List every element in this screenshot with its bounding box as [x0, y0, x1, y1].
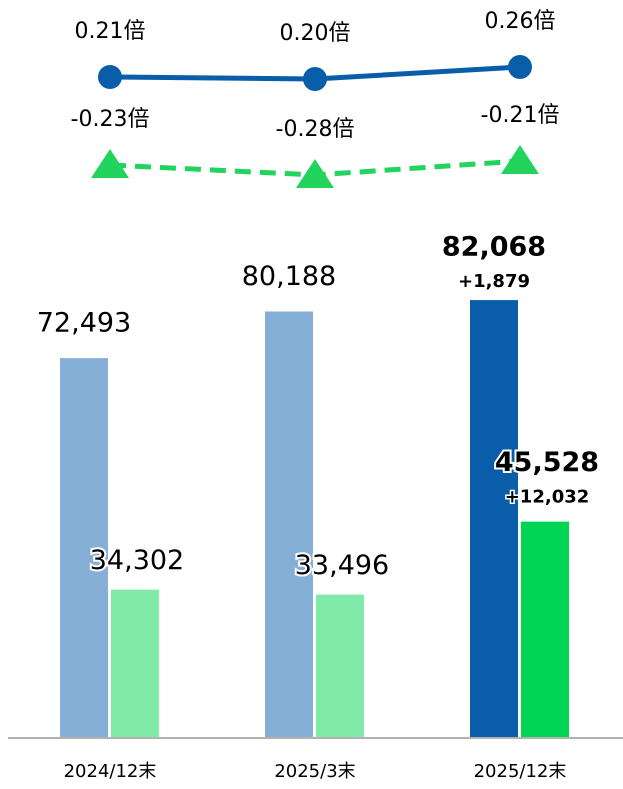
value-label: 80,188 [242, 261, 336, 292]
value-label: -0.23倍 [71, 107, 150, 132]
bar [111, 589, 159, 737]
x-tick-label: 2025/12末 [474, 761, 567, 782]
bar [316, 594, 364, 737]
value-label: 33,496 [295, 550, 389, 581]
value-label: 45,528 [495, 447, 599, 478]
value-label: 82,068 [442, 232, 546, 263]
x-tick-label: 2024/12末 [64, 761, 157, 782]
change-label: +1,879 [458, 271, 530, 292]
value-label: 34,302 [90, 545, 184, 576]
marker [501, 145, 539, 174]
value-label: 72,493 [37, 308, 131, 339]
marker [508, 55, 532, 79]
x-tick-label: 2025/3末 [274, 761, 355, 782]
value-label: 0.20倍 [280, 21, 351, 46]
bar [521, 521, 569, 737]
value-label: 0.26倍 [485, 9, 556, 34]
value-label: -0.21倍 [481, 103, 560, 128]
change-label: +12,032 [505, 487, 590, 508]
value-label: -0.28倍 [276, 117, 355, 142]
bar [60, 358, 108, 737]
value-label: 0.21倍 [75, 19, 146, 44]
bar [470, 300, 518, 737]
marker [91, 149, 129, 178]
marker [303, 67, 327, 91]
bar [265, 311, 313, 737]
marker [296, 159, 334, 188]
marker [98, 65, 122, 89]
